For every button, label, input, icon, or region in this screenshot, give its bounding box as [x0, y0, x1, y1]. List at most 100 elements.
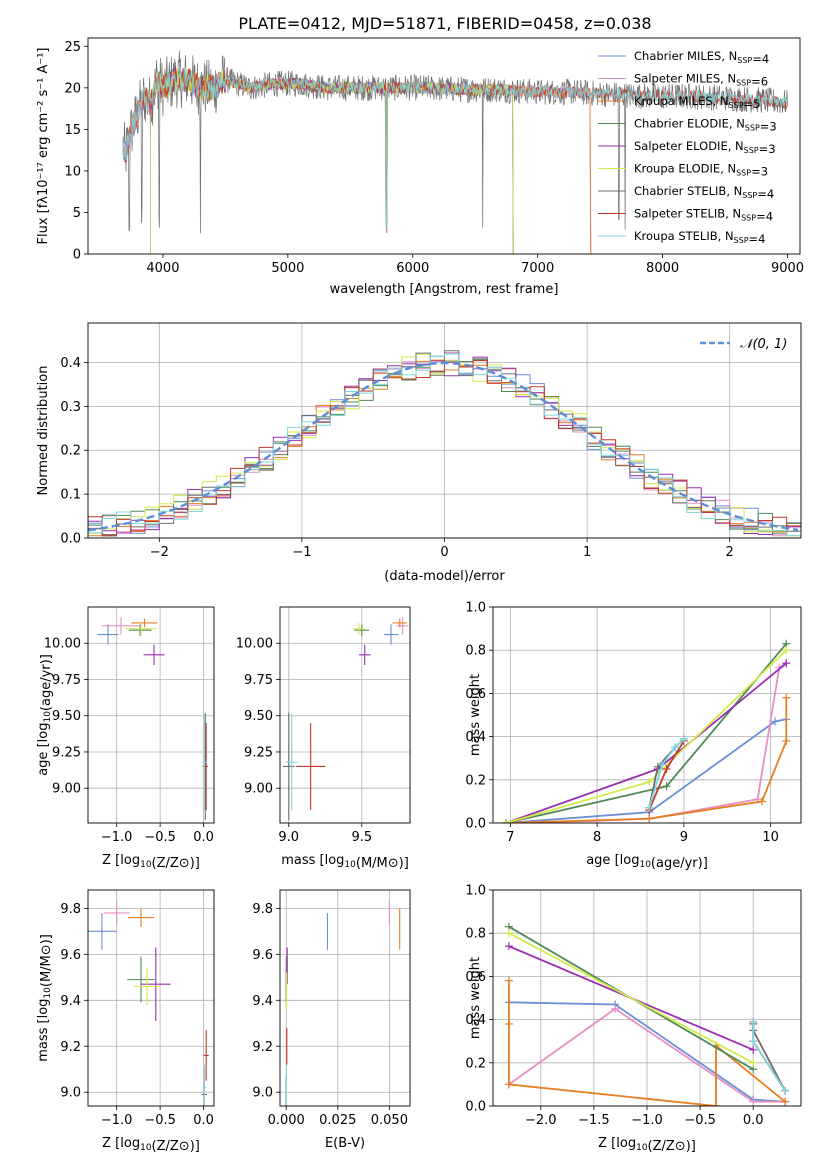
weight-marker	[645, 814, 654, 823]
weight-marker	[781, 1097, 790, 1106]
y-axis-label: Normed distribution	[36, 366, 51, 496]
x-tick-label: 0.0	[743, 1113, 764, 1128]
y-tick-label: 0.0	[465, 1100, 486, 1115]
weight-marker	[782, 736, 791, 745]
y-tick-label: 0.0	[60, 532, 81, 547]
y-tick-label: 0.6	[465, 687, 486, 702]
y-tick-label: 9.0	[60, 1086, 81, 1101]
errorbar-point	[134, 968, 161, 1005]
x-tick-label: 9	[680, 830, 688, 845]
weight-marker	[611, 1004, 620, 1013]
axes-frame	[279, 606, 411, 824]
x-tick-label: 2	[726, 545, 734, 560]
errorbar-point	[358, 644, 371, 665]
errorbar-point	[97, 624, 119, 645]
y-tick-label: 10.00	[44, 637, 81, 652]
x-tick-label: 9000	[771, 261, 804, 276]
errorbar-point	[127, 908, 155, 927]
y-tick-label: 9.4	[252, 994, 273, 1009]
weight-marker	[749, 1097, 758, 1106]
y-axis-label: mass weight	[468, 957, 483, 1039]
y-tick-label: 9.25	[52, 745, 81, 760]
weight-marker	[502, 819, 511, 823]
y-tick-label: 9.50	[52, 709, 81, 724]
y-tick-label: 0	[73, 248, 81, 263]
x-axis-label: Z [log10(Z/Z⊙)]	[102, 1136, 200, 1154]
x-tick-label: 10	[762, 830, 779, 845]
axes-frame	[87, 37, 801, 255]
y-tick-label: 9.75	[52, 673, 81, 688]
x-tick-label: 0.000	[268, 1113, 305, 1128]
legend-label: Salpeter MILES, NSSP=6	[634, 72, 768, 89]
errorbar-point	[202, 1064, 207, 1106]
y-tick-label: 9.75	[244, 673, 273, 688]
errorbar-point	[285, 714, 298, 810]
axes-frame	[87, 606, 215, 824]
y-tick-label: 1.0	[465, 884, 486, 899]
x-axis-label: wavelength [Angstrom, rest frame]	[330, 282, 559, 297]
x-tick-label: −1	[292, 545, 311, 560]
x-tick-label: −0.5	[684, 1113, 716, 1128]
x-tick-label: 8000	[646, 261, 679, 276]
x-tick-label: 0	[440, 545, 448, 560]
y-tick-label: 0.2	[465, 1056, 486, 1071]
y-tick-label: 9.4	[60, 994, 81, 1009]
errorbar-point	[203, 1030, 209, 1081]
gaussian-curve	[88, 361, 799, 532]
weight-line	[648, 738, 685, 809]
legend-label: Chabrier ELODIE, NSSP=3	[634, 117, 777, 134]
x-tick-label: 6000	[396, 261, 429, 276]
weight-line	[505, 643, 787, 823]
x-axis-label: Z [log10(Z/Z⊙)]	[102, 853, 200, 871]
y-tick-label: 9.2	[60, 1040, 81, 1055]
y-axis-label: age [log10(age/yr)]	[36, 654, 54, 776]
weight-marker	[504, 976, 513, 985]
weight-line	[508, 932, 754, 1064]
weight-marker	[645, 803, 654, 812]
errorbar-point	[282, 712, 295, 821]
age-vs-metallicity-panel: −1.0 −0.5 0.0 9.00 9.25 9.50 9.75 10.00 Z [log10…	[36, 606, 215, 871]
figure-title: PLATE=0412, MJD=51871, FIBERID=0458, z=0…	[238, 14, 651, 33]
y-tick-label: 9.6	[252, 948, 273, 963]
weight-marker	[658, 760, 667, 769]
age-vs-mass-panel: 9.0 9.5 9.00 9.25 9.50 9.75 10.00 mass [log10(M…	[236, 606, 411, 871]
errorbar-point	[396, 617, 409, 635]
x-tick-label: −2	[150, 545, 169, 560]
errorbar-point	[392, 618, 408, 628]
errorbar-point	[354, 624, 370, 636]
weight-series	[645, 734, 688, 812]
weight-marker	[749, 1045, 758, 1054]
x-tick-label: 0.0	[193, 1113, 214, 1128]
y-tick-label: 25	[64, 40, 81, 55]
x-tick-label: −1.5	[578, 1113, 610, 1128]
x-tick-label: 8	[593, 830, 601, 845]
x-tick-label: 0.025	[319, 1113, 356, 1128]
weight-marker	[749, 1037, 758, 1046]
axes-frame	[492, 889, 802, 1107]
y-tick-label: 9.00	[244, 782, 273, 797]
spectrum-data-line	[122, 50, 788, 234]
y-tick-label: 0.4	[465, 730, 486, 745]
plot-area	[88, 350, 801, 538]
legend-label: 𝒩(0, 1)	[740, 337, 787, 352]
x-axis-label: (data-model)/error	[384, 569, 505, 584]
residuals-panel: −2 −1 0 1 2 0.0 0.1 0.2 0.3 0.4 (data-model)/error…	[36, 322, 802, 584]
y-tick-label: 0.2	[465, 773, 486, 788]
x-tick-label: 0.0	[193, 830, 214, 845]
y-tick-label: 9.6	[60, 948, 81, 963]
weight-marker	[504, 1019, 513, 1028]
x-tick-label: −0.5	[144, 830, 176, 845]
legend-label: Salpeter STELIB, NSSP=4	[634, 207, 773, 224]
weight-line	[752, 1023, 786, 1092]
y-tick-label: 0.2	[60, 444, 81, 459]
x-axis-label: E(B-V)	[325, 1136, 365, 1151]
x-tick-label: 9.0	[278, 830, 299, 845]
residual-histogram	[88, 350, 801, 538]
weight-series	[502, 646, 791, 823]
residual-histogram	[88, 353, 801, 538]
weight-marker	[782, 693, 791, 702]
weight-line	[505, 718, 787, 823]
plot-area	[285, 901, 401, 1106]
weight-marker	[782, 659, 791, 668]
y-tick-label: 0.6	[465, 970, 486, 985]
